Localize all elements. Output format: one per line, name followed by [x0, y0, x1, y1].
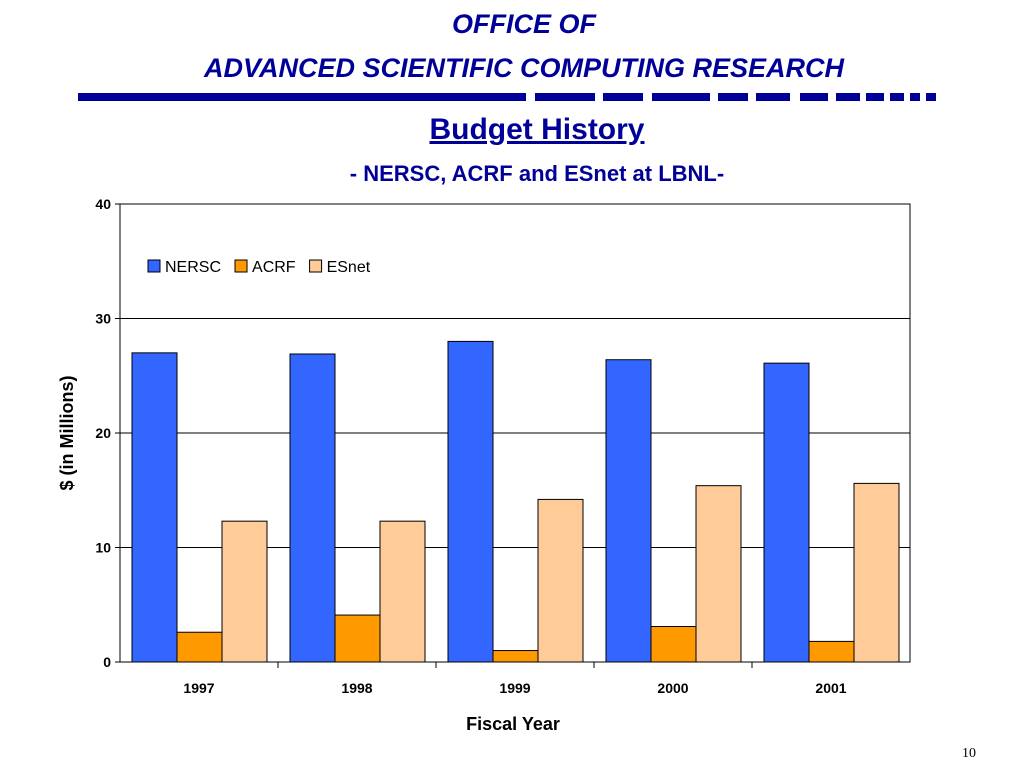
bar-esnet-2000 [695, 485, 742, 663]
bar-esnet-2001 [853, 482, 900, 663]
bar-nersc-2000 [605, 359, 652, 663]
bar-nersc-1998 [289, 353, 336, 663]
y-tick-label: 40 [95, 196, 111, 212]
bar-acrf-2001 [808, 640, 855, 663]
legend-label-acrf: ACRF [252, 259, 296, 276]
x-tick-label: 2000 [657, 680, 688, 696]
bar-acrf-1997 [176, 631, 223, 663]
bar-acrf-2000 [650, 626, 697, 663]
bar-acrf-1998 [334, 614, 381, 663]
header-office-of: OFFICE OF [452, 9, 596, 39]
x-tick-label: 1998 [341, 680, 372, 696]
legend-swatch-esnet [309, 259, 323, 273]
y-tick-label: 0 [103, 654, 111, 670]
x-tick-label: 1997 [183, 680, 214, 696]
y-tick-label: 30 [95, 311, 111, 327]
legend-label-nersc: NERSC [165, 259, 221, 276]
bar-acrf-1999 [492, 650, 539, 663]
legend-label-esnet: ESnet [327, 259, 371, 276]
bar-nersc-1999 [447, 340, 494, 663]
bar-esnet-1999 [537, 498, 584, 663]
legend-swatch-acrf [234, 259, 248, 273]
bar-nersc-2001 [763, 362, 810, 663]
legend-swatch-nersc [147, 259, 161, 273]
page-number: 10 [962, 746, 976, 761]
bar-nersc-1997 [131, 352, 178, 663]
y-axis-label: $ (in Millions) [57, 375, 77, 490]
slide-subtitle: - NERSC, ACRF and ESnet at LBNL- [349, 161, 725, 186]
bar-esnet-1998 [379, 520, 426, 663]
y-tick-label: 20 [95, 425, 111, 441]
x-tick-label: 1999 [499, 680, 530, 696]
header-divider [78, 93, 936, 101]
y-tick-label: 10 [95, 540, 111, 556]
x-axis-label: Fiscal Year [466, 714, 560, 734]
slide-title: Budget History [429, 113, 645, 146]
bar-esnet-1997 [221, 520, 268, 663]
header-ascr: ADVANCED SCIENTIFIC COMPUTING RESEARCH [203, 53, 845, 83]
x-tick-label: 2001 [815, 680, 846, 696]
